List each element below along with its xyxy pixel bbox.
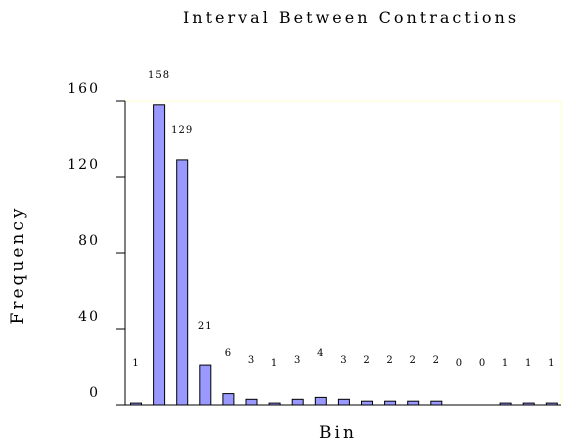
bar <box>245 398 258 406</box>
bar-data-label: 0 <box>456 358 463 369</box>
bar <box>291 398 304 406</box>
plot-area <box>124 100 562 406</box>
bar-data-label: 1 <box>132 358 139 369</box>
bar-data-label: 1 <box>271 358 278 369</box>
bar <box>153 104 166 406</box>
x-axis-title: Bin <box>319 423 357 443</box>
y-axis-title: Frequency <box>8 206 28 325</box>
data-labels: 1 158 129 21 6 3 1 3 4 3 2 2 2 2 0 0 1 1 1 <box>132 70 555 369</box>
bar-data-label: 3 <box>248 355 255 366</box>
bar-data-label: 1 <box>548 358 555 369</box>
bar-data-label: 0 <box>479 358 486 369</box>
bar-data-label: 2 <box>410 355 417 366</box>
y-tick-label: 160 <box>67 81 100 97</box>
bar <box>361 400 373 406</box>
bar <box>176 159 189 406</box>
bar-data-label: 3 <box>340 355 347 366</box>
bar <box>384 400 397 406</box>
bar-data-label: 158 <box>148 70 170 81</box>
bar-data-label: 2 <box>386 355 393 366</box>
y-tick-label: 80 <box>78 233 100 249</box>
bar-data-label: 21 <box>198 321 213 332</box>
bar <box>222 393 235 406</box>
bar-data-label: 4 <box>317 348 324 359</box>
y-tick-label: 0 <box>89 385 100 401</box>
bar <box>337 398 350 406</box>
bar-data-label: 3 <box>294 355 301 366</box>
bar <box>314 396 327 406</box>
bar-data-label: 1 <box>525 358 532 369</box>
bar-data-label: 2 <box>363 355 370 366</box>
bar-data-label: 6 <box>225 348 232 359</box>
bar <box>199 364 212 406</box>
bar-data-label: 2 <box>433 355 440 366</box>
chart-title: Interval Between Contractions <box>183 8 519 27</box>
y-tick-label: 120 <box>67 157 100 173</box>
y-axis: 0 40 80 120 160 <box>67 81 125 406</box>
bar <box>430 400 443 406</box>
bar <box>407 400 420 406</box>
y-tick-label: 40 <box>78 309 100 325</box>
bar-data-label: 1 <box>502 358 509 369</box>
bar-data-label: 129 <box>171 125 193 136</box>
